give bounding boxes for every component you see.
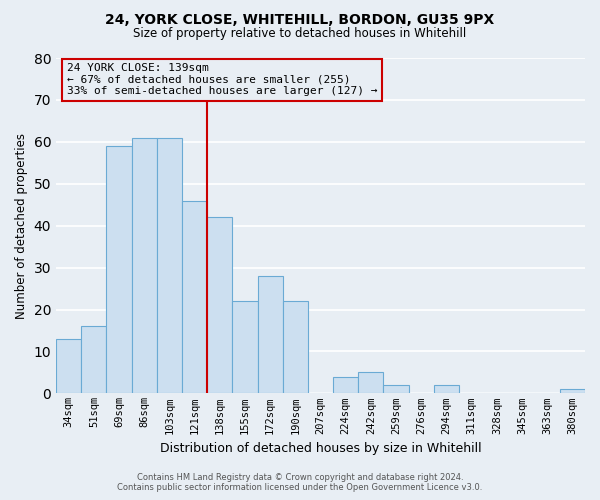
Bar (333, 376, 358, 394)
Bar (257, 276, 283, 394)
Bar (56, 339, 81, 394)
Bar (358, 372, 383, 394)
Bar (182, 200, 207, 394)
Y-axis label: Number of detached properties: Number of detached properties (15, 132, 28, 318)
Bar (157, 138, 182, 394)
Bar (560, 389, 585, 394)
Bar (106, 146, 131, 394)
Text: 24, YORK CLOSE, WHITEHILL, BORDON, GU35 9PX: 24, YORK CLOSE, WHITEHILL, BORDON, GU35 … (106, 12, 494, 26)
X-axis label: Distribution of detached houses by size in Whitehill: Distribution of detached houses by size … (160, 442, 481, 455)
Text: 24 YORK CLOSE: 139sqm
← 67% of detached houses are smaller (255)
33% of semi-det: 24 YORK CLOSE: 139sqm ← 67% of detached … (67, 63, 377, 96)
Bar (232, 301, 257, 394)
Bar (131, 138, 157, 394)
Bar (81, 326, 106, 394)
Bar (283, 301, 308, 394)
Bar (434, 385, 459, 394)
Bar (383, 385, 409, 394)
Bar (207, 218, 232, 394)
Text: Contains HM Land Registry data © Crown copyright and database right 2024.
Contai: Contains HM Land Registry data © Crown c… (118, 473, 482, 492)
Text: Size of property relative to detached houses in Whitehill: Size of property relative to detached ho… (133, 28, 467, 40)
